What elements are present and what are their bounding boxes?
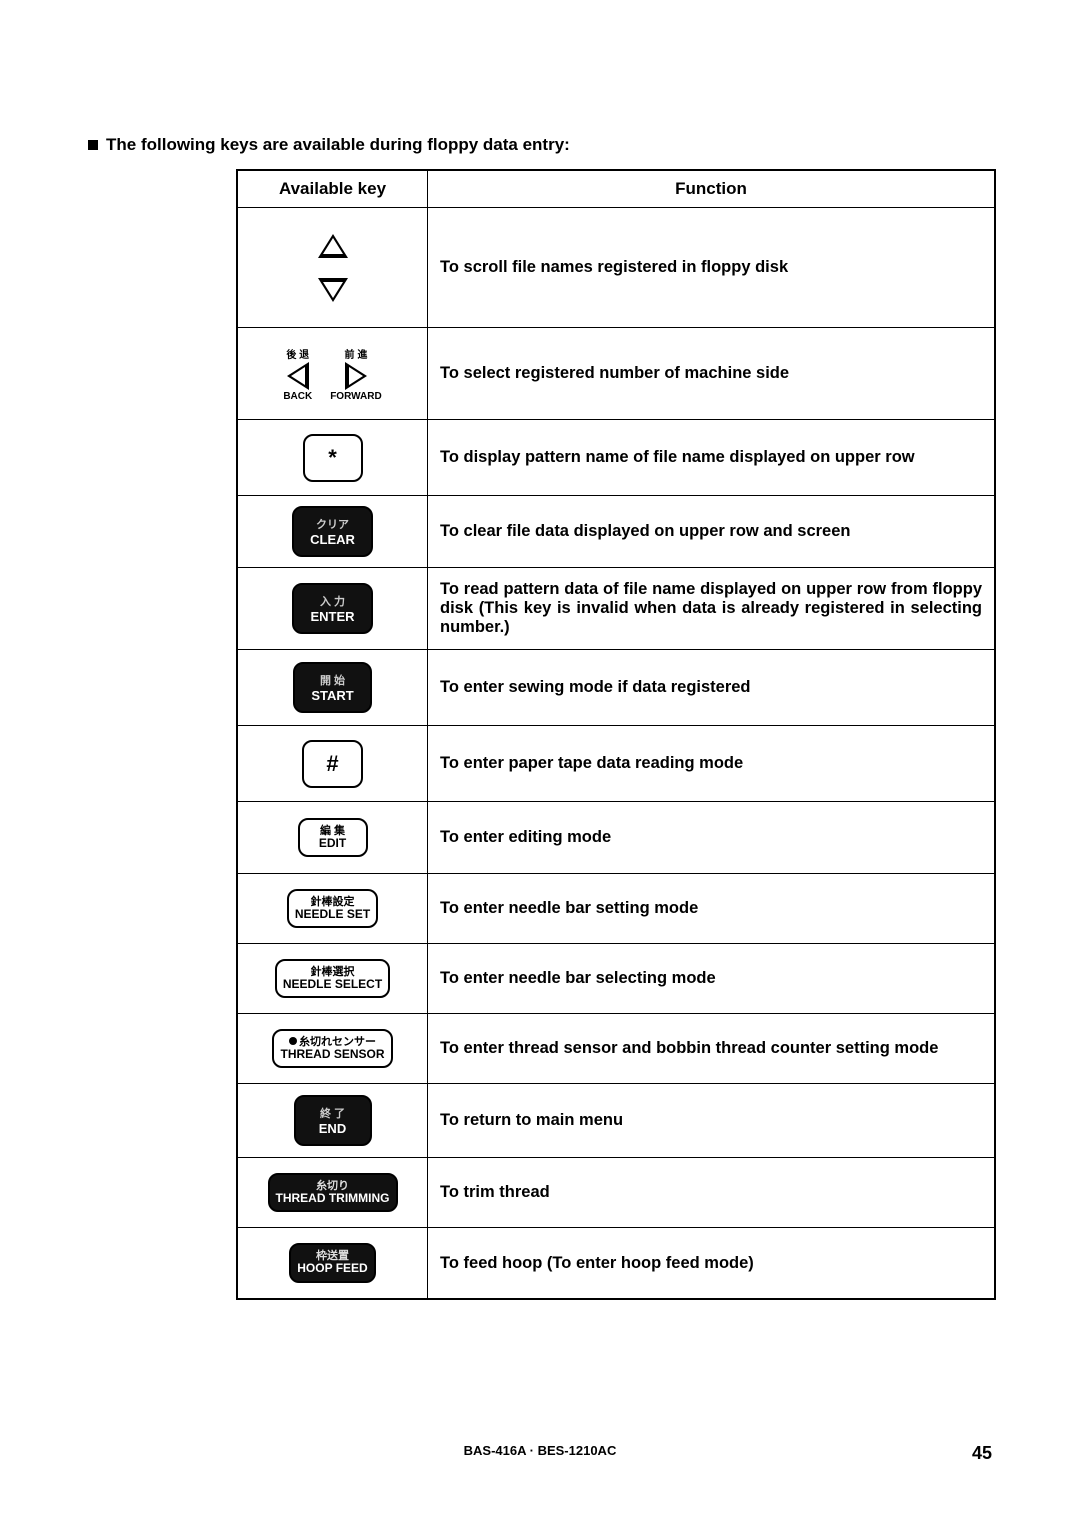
heading-text: The following keys are available during … <box>106 135 570 155</box>
func-scroll: To scroll file names registered in flopp… <box>428 208 994 327</box>
func-read-pattern: To read pattern data of file name displa… <box>428 568 994 649</box>
table-row: To scroll file names registered in flopp… <box>238 208 994 328</box>
thread-trimming-key: 糸切り THREAD TRIMMING <box>268 1173 398 1212</box>
scroll-up-icon <box>318 234 348 258</box>
table-row: 糸切り THREAD TRIMMING To trim thread <box>238 1158 994 1228</box>
func-thread-sensor: To enter thread sensor and bobbin thread… <box>428 1014 994 1083</box>
enter-key: 入 力 ENTER <box>292 583 372 634</box>
func-trim: To trim thread <box>428 1158 994 1227</box>
thread-sensor-key: 糸切れセンサー THREAD SENSOR <box>272 1029 392 1068</box>
back-icon <box>287 362 309 390</box>
needle-set-key: 針棒設定 NEEDLE SET <box>287 889 378 928</box>
scroll-down-icon <box>318 278 348 302</box>
table-row: 入 力 ENTER To read pattern data of file n… <box>238 568 994 650</box>
section-heading: The following keys are available during … <box>88 135 992 155</box>
start-key: 開 始 START <box>293 662 371 713</box>
header-func: Function <box>428 171 994 207</box>
func-clear: To clear file data displayed on upper ro… <box>428 496 994 567</box>
led-dot-icon <box>289 1037 297 1045</box>
func-needle-select: To enter needle bar selecting mode <box>428 944 994 1013</box>
footer-model: BAS-416A · BES-1210AC <box>464 1443 617 1458</box>
table-row: クリア CLEAR To clear file data displayed o… <box>238 496 994 568</box>
needle-select-key: 針棒選択 NEEDLE SELECT <box>275 959 390 998</box>
back-key: 後 退 BACK <box>283 346 312 402</box>
table-row: * To display pattern name of file name d… <box>238 420 994 496</box>
page-number: 45 <box>972 1443 992 1464</box>
func-display-pattern: To display pattern name of file name dis… <box>428 420 994 495</box>
bullet-icon <box>88 140 98 150</box>
clear-key: クリア CLEAR <box>292 506 373 557</box>
end-key: 終 了 END <box>294 1095 372 1146</box>
edit-key: 編 集 EDIT <box>298 818 368 857</box>
page-footer: BAS-416A · BES-1210AC 45 <box>0 1443 1080 1458</box>
table-row: 開 始 START To enter sewing mode if data r… <box>238 650 994 726</box>
func-select-num: To select registered number of machine s… <box>428 328 994 419</box>
table-row: 終 了 END To return to main menu <box>238 1084 994 1158</box>
hash-key: # <box>302 740 362 788</box>
func-edit: To enter editing mode <box>428 802 994 873</box>
table-row: # To enter paper tape data reading mode <box>238 726 994 802</box>
asterisk-key: * <box>303 434 363 482</box>
func-hoop-feed: To feed hoop (To enter hoop feed mode) <box>428 1228 994 1298</box>
func-needle-set: To enter needle bar setting mode <box>428 874 994 943</box>
table-row: 枠送置 HOOP FEED To feed hoop (To enter hoo… <box>238 1228 994 1298</box>
func-sewing-mode: To enter sewing mode if data registered <box>428 650 994 725</box>
forward-icon <box>345 362 367 390</box>
key-function-table: Available key Function To scroll file na… <box>236 169 996 1300</box>
table-row: 針棒選択 NEEDLE SELECT To enter needle bar s… <box>238 944 994 1014</box>
func-end: To return to main menu <box>428 1084 994 1157</box>
table-row: 後 退 BACK 前 進 FORWARD To select registere… <box>238 328 994 420</box>
table-row: 編 集 EDIT To enter editing mode <box>238 802 994 874</box>
table-header-row: Available key Function <box>238 171 994 208</box>
func-paper-tape: To enter paper tape data reading mode <box>428 726 994 801</box>
header-key: Available key <box>238 171 428 207</box>
forward-key: 前 進 FORWARD <box>330 346 381 402</box>
table-row: 針棒設定 NEEDLE SET To enter needle bar sett… <box>238 874 994 944</box>
table-row: 糸切れセンサー THREAD SENSOR To enter thread se… <box>238 1014 994 1084</box>
hoop-feed-key: 枠送置 HOOP FEED <box>289 1243 375 1282</box>
